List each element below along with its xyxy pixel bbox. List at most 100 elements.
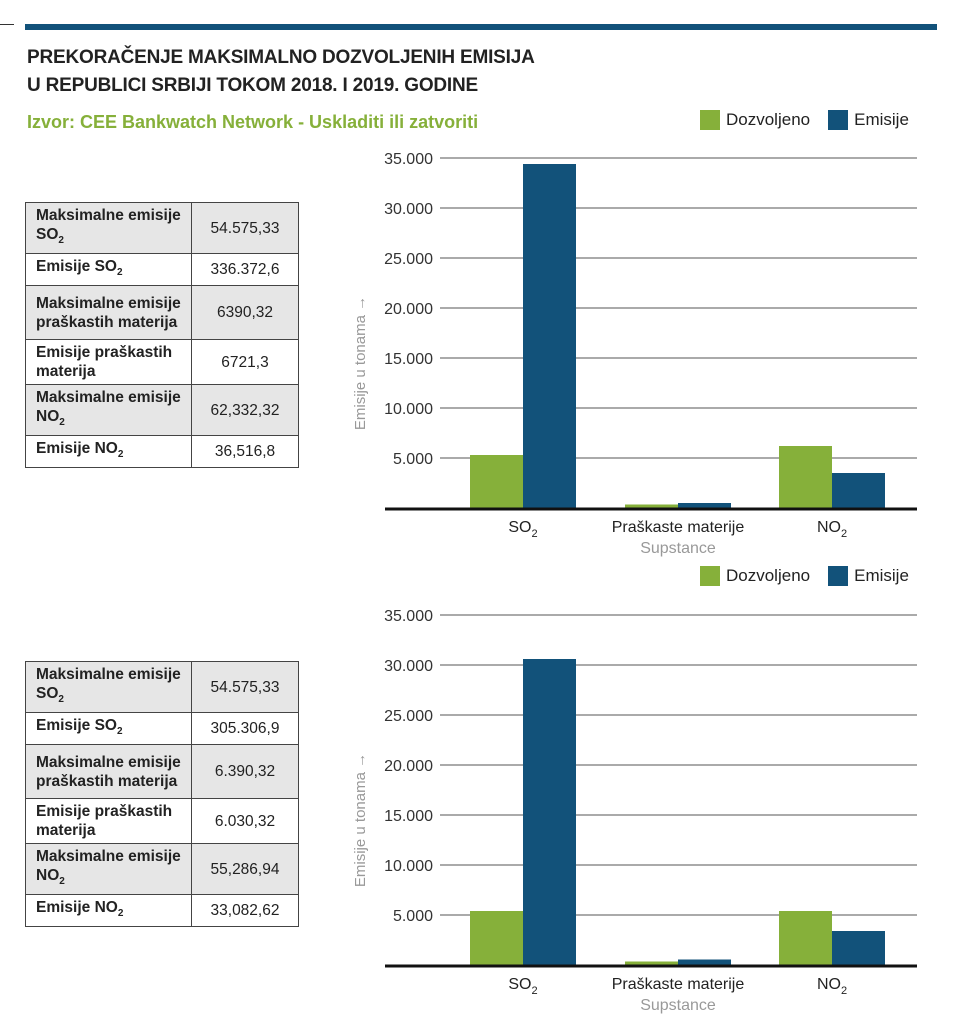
bar-dozvoljeno [625, 504, 678, 508]
label-text: Emisije NO [36, 899, 118, 917]
label-text: Emisije praškastih materija [36, 803, 173, 840]
row-label: Maksimalne emisije SO2 [25, 201, 192, 255]
row-label: Emisije SO2 [25, 712, 192, 746]
subscript: 2 [59, 876, 65, 888]
label-text: Emisije NO [36, 440, 118, 458]
table-row: Maksimalne emisije praškastih materija 63… [25, 285, 299, 341]
subscript: 2 [117, 908, 124, 920]
title-line-2: U REPUBLICI SRBIJI TOKOM 2018. I 2019. G… [27, 75, 478, 96]
row-label: Emisije SO2 [25, 253, 192, 287]
y-tick-label: 35.000 [384, 608, 433, 625]
row-value: 55,286,94 [191, 843, 299, 896]
table-row: Emisije praškastih materija 6.030,32 [25, 798, 299, 845]
row-label: Emisije NO2 [25, 435, 192, 469]
legend-label: Emisije [854, 110, 909, 129]
x-tick-label: Praškaste materije [612, 976, 745, 993]
label-text: Maksimalne emisije NO [36, 848, 181, 885]
y-tick-label: 5.000 [393, 451, 433, 468]
table-row: Maksimalne emisije SO2 54.575,33 [25, 660, 299, 714]
y-tick-label: 20.000 [384, 758, 433, 775]
x-tick-label: Praškaste materije [612, 519, 745, 536]
subscript: 2 [841, 985, 847, 997]
subscript: 2 [58, 235, 64, 247]
bar-emisije [523, 164, 576, 508]
legend-label: Dozvoljeno [726, 566, 811, 585]
y-tick-label: 10.000 [384, 858, 433, 875]
row-value: 305.306,9 [191, 712, 299, 746]
bar-emisije [832, 931, 885, 965]
table-row: Emisije SO2 305.306,9 [25, 712, 299, 746]
legend-swatch-emisije [828, 566, 849, 586]
legend-label: Dozvoljeno [726, 110, 811, 129]
x-axis-title: Supstance [640, 997, 716, 1014]
x-axis-title: Supstance [640, 540, 716, 557]
row-label: Maksimalne emisije praškastih materija [25, 285, 192, 341]
page-title: PREKORAČENJE MAKSIMALNO DOZVOLJENIH EMIS… [27, 44, 535, 100]
y-tick-label: 25.000 [384, 251, 433, 268]
row-label: Emisije praškastih materija [25, 798, 192, 845]
bar-chart-2018: 5.000 10.000 15.000 20.000 25.000 30.000 35.00… [352, 151, 917, 557]
row-label: Maksimalne emisije SO2 [25, 660, 192, 714]
bar-dozvoljeno [470, 455, 523, 508]
x-tick-label: SO2 [508, 519, 537, 540]
y-tick-label: 30.000 [384, 658, 433, 675]
legend-swatch-dozvoljeno [700, 566, 720, 586]
row-value: 54.575,33 [191, 660, 299, 714]
source-text: Izvor: CEE Bankwatch Network - Uskladiti… [27, 112, 479, 132]
emissions-table-2019: Maksimalne emisije SO2 54.575,33 Emisije S… [25, 660, 299, 928]
table-row: Emisije NO2 36,516,8 [25, 435, 299, 469]
row-value: 6.030,32 [191, 798, 299, 845]
row-label: Emisije NO2 [25, 894, 192, 928]
row-value: 33,082,62 [191, 894, 299, 928]
bar-emisije [832, 473, 885, 508]
legend-swatch-emisije [828, 110, 849, 130]
bar-emisije [523, 659, 576, 965]
row-label: Maksimalne emisije NO2 [25, 843, 192, 896]
subscript: 2 [532, 528, 538, 540]
table-row: Maksimalne emisije NO2 62,332,32 [25, 384, 299, 437]
table-row: Emisije NO2 33,082,62 [25, 894, 299, 928]
row-label: Maksimalne emisije NO2 [25, 384, 192, 437]
bar-emisije [678, 959, 731, 965]
subscript: 2 [117, 449, 124, 461]
legend: Dozvoljeno Emisije [700, 566, 909, 586]
row-value: 54.575,33 [191, 201, 299, 255]
row-label: Emisije praškastih materija [25, 339, 192, 386]
bar-dozvoljeno [779, 446, 832, 508]
y-axis-title: Emisije u tonama → [352, 296, 369, 430]
label-text: Emisije SO [36, 258, 117, 276]
x-tick-label: NO2 [817, 976, 847, 997]
row-value: 6390,32 [191, 285, 299, 341]
bar-dozvoljeno [470, 911, 523, 965]
y-tick-label: 10.000 [384, 401, 433, 418]
table-row: Maksimalne emisije NO2 55,286,94 [25, 843, 299, 896]
table-row: Maksimalne emisije praškastih materija 6.… [25, 744, 299, 800]
row-value: 6.390,32 [191, 744, 299, 800]
subscript: 2 [116, 267, 123, 279]
y-tick-label: 30.000 [384, 201, 433, 218]
label-text: Maksimalne emisije SO [36, 666, 181, 702]
legend: Dozvoljeno Emisije [700, 110, 909, 130]
y-tick-label: 25.000 [384, 708, 433, 725]
bar-dozvoljeno [779, 911, 832, 965]
row-value: 62,332,32 [191, 384, 299, 437]
subscript: 2 [59, 417, 65, 429]
y-tick-label: 15.000 [384, 351, 433, 368]
y-axis-title: Emisije u tonama → [352, 753, 369, 887]
bar-chart-2019: 5.000 10.000 15.000 20.000 25.000 30.000 35.00… [352, 608, 917, 1014]
y-tick-label: 15.000 [384, 808, 433, 825]
y-tick-label: 20.000 [384, 301, 433, 318]
row-value: 336.372,6 [191, 253, 299, 287]
label-text: Maksimalne emisije SO [36, 207, 181, 243]
subscript: 2 [841, 528, 847, 540]
x-tick-label: NO2 [817, 519, 847, 540]
label-text: Maksimalne emisije NO [36, 389, 181, 426]
table-row: Emisije praškastih materija 6721,3 [25, 339, 299, 386]
x-tick-label: SO2 [508, 976, 537, 997]
bar-emisije [678, 503, 731, 508]
accent-bar [25, 24, 937, 30]
subscript: 2 [532, 985, 538, 997]
label-text: Maksimalne emisije praškastih materija [36, 753, 181, 790]
bar-dozvoljeno [625, 961, 678, 965]
